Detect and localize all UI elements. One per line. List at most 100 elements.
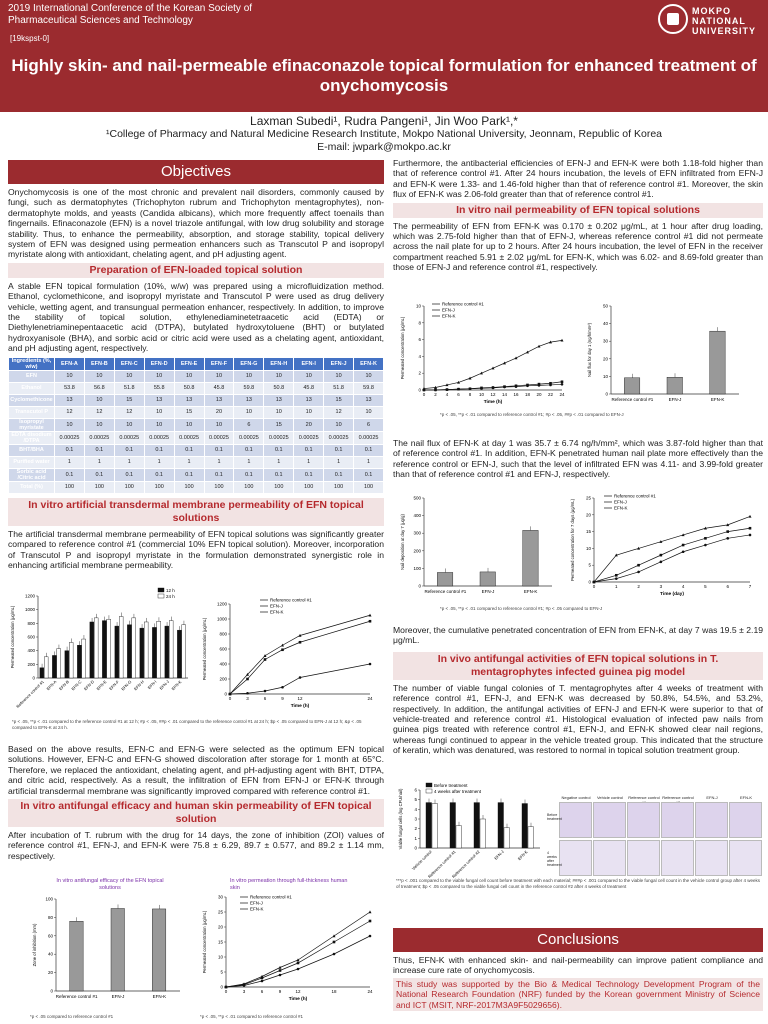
table-cell: 1 <box>113 455 145 469</box>
data-point <box>726 530 730 533</box>
data-point <box>457 380 460 384</box>
table-cell: 55.8 <box>143 381 175 395</box>
ingredient-name: Purified water <box>8 455 55 469</box>
data-point <box>368 613 372 617</box>
y-tick-label: 400 <box>413 513 421 518</box>
x-tick-label: 3 <box>660 584 663 589</box>
series-line <box>225 911 371 988</box>
nail-caption-1: *p < .05, **p < .01 compared to referenc… <box>440 412 624 417</box>
table-cell: 0.00025 <box>293 430 325 445</box>
legend-label: EFN-K <box>614 506 628 511</box>
y-tick-label: 200 <box>27 662 35 667</box>
data-point <box>298 633 302 637</box>
bar <box>127 624 132 679</box>
data-point <box>422 386 426 390</box>
table-cell: 0.1 <box>173 443 205 457</box>
x-tick-label: EFN-F <box>108 679 120 691</box>
bar <box>81 638 86 679</box>
data-point <box>368 619 372 623</box>
membrane-bar-chart: 0 200 400 600 800 1000 1200 Permeated concentra… <box>8 586 198 718</box>
y-axis-label: Nail flux for day 1 (ng/h/mm²) <box>587 322 592 377</box>
bar <box>449 802 456 849</box>
zoi-subtitle: In vitro antifungal efficacy of the EFN … <box>56 878 164 891</box>
y-tick-label: 2 <box>414 826 417 831</box>
legend-label: EFN-K <box>250 907 264 912</box>
data-point <box>296 961 300 965</box>
bar <box>44 656 49 679</box>
data-point <box>526 383 529 387</box>
data-point <box>332 940 336 944</box>
y-tick-label: 80 <box>48 915 54 920</box>
bar <box>527 826 534 849</box>
ingredient-name: Total (%) <box>8 480 55 494</box>
legend-label: 12 h <box>166 588 175 593</box>
x-tick-label: 9 <box>281 696 284 701</box>
data-point <box>263 689 267 693</box>
data-point <box>681 533 685 537</box>
table-cell: 12 <box>323 405 355 419</box>
data-point <box>298 676 302 679</box>
y-tick-label: 5 <box>220 970 223 975</box>
series-line <box>229 614 371 695</box>
x-tick-label: Reference control #1 <box>611 397 653 402</box>
x-tick-label: EFN-K <box>153 994 167 999</box>
data-point <box>614 553 618 557</box>
table-cell: 100 <box>173 480 205 494</box>
data-point <box>332 952 336 956</box>
x-tick-label: Reference control #1 <box>56 994 98 999</box>
nail-text-2-block: The nail flux of EFN-K at day 1 was 35.7… <box>393 438 763 481</box>
data-point <box>368 662 372 666</box>
table-cell: 1 <box>263 455 295 469</box>
x-tick-label: 6 <box>726 584 729 589</box>
y-tick-label: 25 <box>586 496 592 501</box>
y-tick-label: 15 <box>586 529 592 534</box>
y-tick-label: 1000 <box>25 607 36 612</box>
table-cell: 12 <box>113 405 145 419</box>
histology-label: Vehicle control <box>596 795 623 800</box>
table-cell: 10 <box>293 405 325 419</box>
data-point <box>246 677 249 681</box>
table-cell: 10 <box>83 393 115 407</box>
table-cell: 0.1 <box>54 443 85 457</box>
table-cell: 0.1 <box>203 467 235 482</box>
data-point <box>726 523 730 527</box>
x-tick-label: 14 <box>502 392 508 397</box>
bar <box>437 572 454 587</box>
x-tick-label: 18 <box>525 392 531 397</box>
data-point <box>637 570 640 574</box>
y-tick-label: 100 <box>413 566 421 571</box>
nail-deposition-chart: 0 100 200 300 400 500 Nail deposition at day 7… <box>398 490 558 602</box>
ingredient-name: Isopropyl myristate <box>8 417 55 432</box>
table-header-cell: EFN-I <box>293 356 325 371</box>
table-cell: 0.00025 <box>233 430 265 445</box>
bar <box>56 648 61 679</box>
data-point <box>296 967 300 971</box>
skin-figure: In vitro permeation through full-thickne… <box>200 878 380 1019</box>
y-axis-label: Zone of inhibition (mm) <box>32 923 37 966</box>
table-cell: 53.8 <box>54 381 85 395</box>
skin-subtitle: In vitro permeation through full-thickne… <box>230 878 348 891</box>
table-row: Ethanol 53.8 56.8 51.8 55.8 50.8 45.8 59.8 50.8 4… <box>8 381 384 395</box>
data-point <box>748 533 752 537</box>
histology-image <box>729 840 762 876</box>
bar <box>169 620 174 679</box>
antifungal-text: After incubation of T. rubrum with the d… <box>8 830 384 861</box>
table-cell: 56.8 <box>83 381 115 395</box>
y-tick-label: 5 <box>588 563 591 568</box>
x-tick-label: EFN-B <box>58 679 70 691</box>
table-row: Isopropyl myristate 10 10 10 10 10 10 6 15 20 10 6 <box>8 417 384 432</box>
x-tick-label: 3 <box>246 696 249 701</box>
bar <box>666 377 683 395</box>
data-point <box>246 672 249 676</box>
histology-image <box>661 802 694 838</box>
table-header-cell: EFN-E <box>173 356 205 371</box>
table-cell: 13 <box>233 393 265 407</box>
x-tick-label: Vehicle control <box>411 849 433 871</box>
x-tick-label: 9 <box>279 989 282 994</box>
table-row: BHT/BHA 0.1 0.1 0.1 0.1 0.1 0.1 0.1 0.1 0.1 0.1 0.1 <box>8 443 384 457</box>
table-cell: 100 <box>113 480 145 494</box>
y-tick-label: 30 <box>218 895 224 900</box>
y-tick-label: 500 <box>413 496 421 501</box>
table-cell: 45.8 <box>203 381 235 395</box>
table-cell: 100 <box>83 480 115 494</box>
